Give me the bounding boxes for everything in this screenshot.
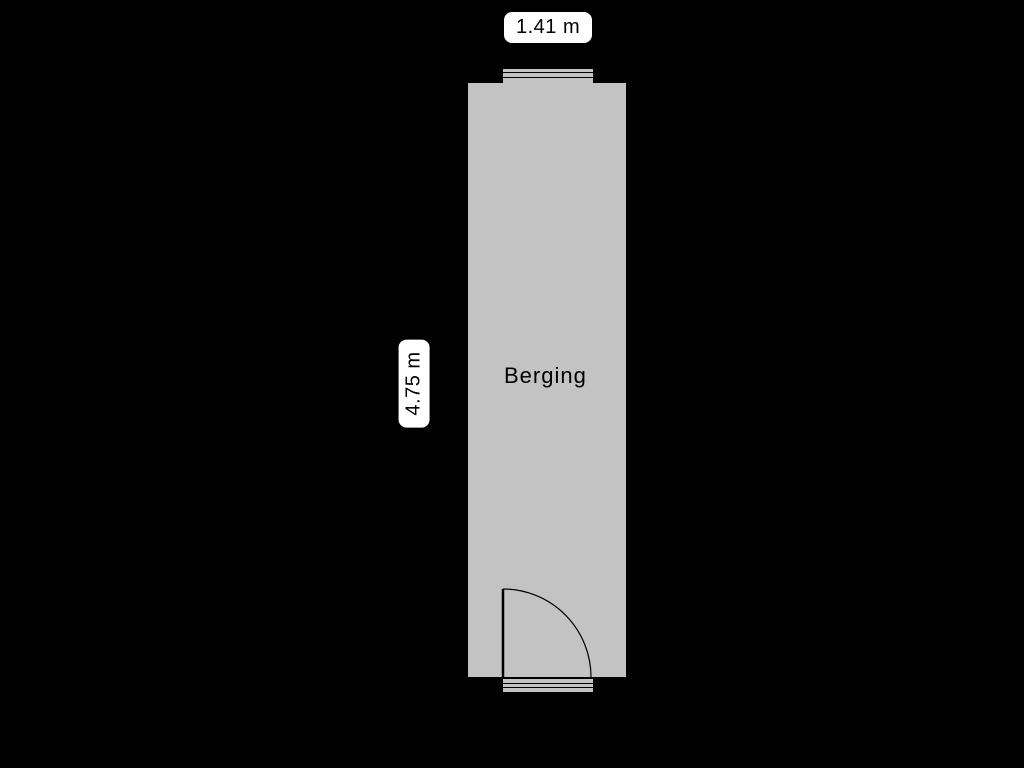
dimension-width-label: 1.41 m xyxy=(504,12,592,43)
room-label: Berging xyxy=(504,363,587,389)
window-jamb-right xyxy=(593,63,599,83)
dimension-height-label: 4.75 m xyxy=(399,339,430,427)
window-stripe xyxy=(503,68,593,69)
window-top-stripes xyxy=(503,66,593,80)
door-stripe xyxy=(503,692,593,693)
window-stripe xyxy=(503,77,593,78)
door-swing-arc xyxy=(460,580,640,690)
window-stripe xyxy=(503,72,593,73)
